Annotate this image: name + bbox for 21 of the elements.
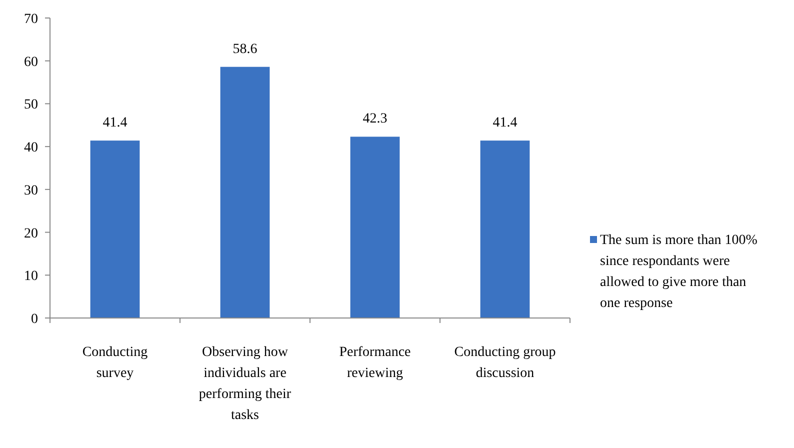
bar (220, 66, 270, 318)
bar (350, 136, 400, 318)
bar (90, 140, 140, 318)
data-label: 41.4 (492, 116, 518, 131)
y-tick-label: 10 (24, 269, 38, 284)
y-tick-label: 30 (24, 183, 38, 198)
y-tick-label: 0 (31, 312, 38, 327)
y-tick-label: 20 (24, 226, 38, 242)
bar (480, 140, 530, 318)
data-label: 41.4 (102, 116, 128, 131)
legend-label: The sum is more than 100% since respondants were allowed to give more than one response (600, 233, 758, 311)
x-tick-label: Performance reviewing (339, 345, 411, 381)
x-tick-label: Conducting group discussion (454, 345, 556, 381)
x-tick-label: Conducting survey (82, 345, 148, 381)
data-label: 42.3 (362, 112, 388, 127)
y-tick-label: 70 (24, 12, 38, 27)
y-tick-label: 60 (24, 54, 38, 70)
y-tick-label: 40 (24, 140, 38, 156)
x-tick-label: Observing how individuals are performing their tasks (198, 345, 292, 423)
data-label: 58.6 (232, 42, 258, 57)
y-tick-label: 50 (24, 98, 38, 113)
